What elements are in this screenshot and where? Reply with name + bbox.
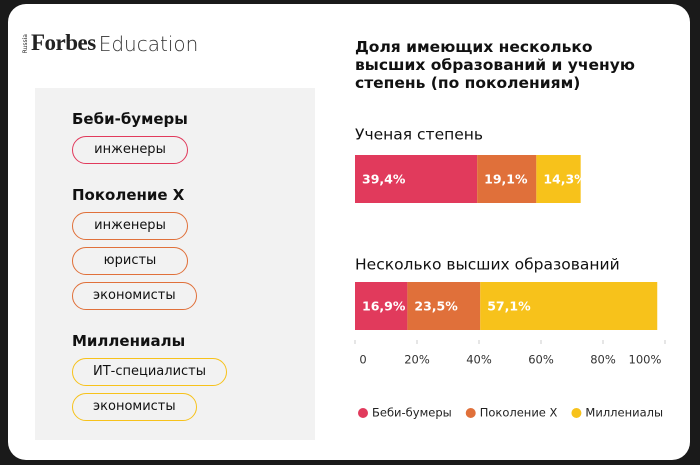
value-label: 14,3% [543,172,587,187]
tag: юристы [72,247,188,275]
tag: инженеры [72,212,188,240]
legend-label: Миллениалы [585,406,663,420]
legend-swatch [571,408,582,418]
bar-segment [355,282,408,330]
value-label: 23,5% [414,299,458,314]
legend-label: Поколение X [480,406,558,420]
tag: экономисты [72,282,197,310]
bar-segment [480,282,658,330]
value-label: 16,9% [362,299,406,314]
tag-list: ИТ-специалисты экономисты [72,358,307,421]
tag: ИТ-специалисты [72,358,228,386]
x-tick-label: 0 [359,353,366,367]
legend-swatch [358,408,368,418]
value-label: 39,4% [362,172,406,187]
tag-list: инженеры юристы экономисты [72,212,307,310]
x-tick-label: 100% [629,353,662,367]
x-tick-label: 60% [528,353,554,367]
value-label: 57,1% [487,299,531,314]
legend-swatch [465,408,476,418]
bar-segment [536,155,581,203]
legend-label: Беби-бумеры [372,406,452,420]
x-tick-label: 80% [590,353,616,367]
tag: инженеры [72,136,188,164]
logo-brand: Forbes [31,30,96,55]
group-title: Миллениалы [72,332,186,350]
bar-segment [477,155,537,203]
category-label: Ученая степень [355,126,483,144]
x-tick-label: 40% [466,353,492,367]
tag-list: инженеры [72,136,307,164]
tag: экономисты [72,393,197,421]
value-label: 19,1% [484,172,528,187]
group-title: Поколение X [72,186,185,204]
group-title: Беби-бумеры [72,110,188,128]
logo: Russia Forbes Education [22,30,198,56]
chart-title: Доля имеющих несколько высших образовани… [355,38,635,92]
logo-suffix: Education [98,32,199,56]
bar-segment [407,282,481,330]
category-label: Несколько высших образований [355,256,620,274]
bar-segment [355,155,478,203]
x-tick-label: 20% [404,353,430,367]
groups: Беби-бумеры инженеры Поколение X инженеры юр… [72,110,307,443]
